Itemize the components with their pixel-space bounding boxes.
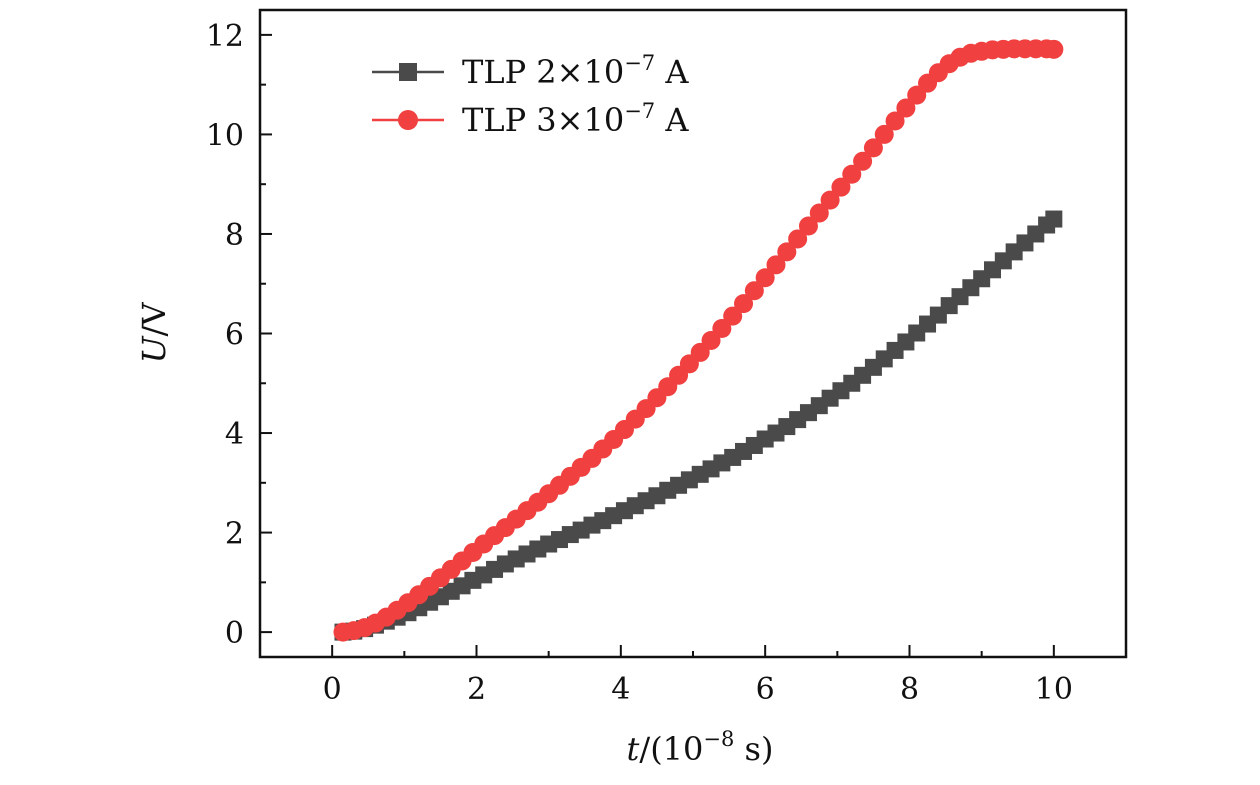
legend-label-series-2-unit: A: [655, 101, 689, 139]
data-point: [1044, 39, 1064, 59]
data-point: [734, 294, 754, 314]
data-point: [723, 306, 743, 326]
legend-label-series-1-exp: −7: [624, 51, 655, 75]
x-tick-label: 8: [900, 672, 919, 707]
y-axis-title: U/V: [135, 302, 173, 364]
legend-marker-square: [399, 63, 417, 81]
y-axis-title-rest: /V: [135, 302, 173, 337]
series-layer: [333, 39, 1064, 642]
legend-label-series-1-unit: A: [655, 53, 689, 91]
data-point: [777, 242, 797, 262]
data-point: [712, 319, 732, 339]
data-point: [755, 268, 775, 288]
series-line: [342, 47, 1054, 634]
series-1: [334, 210, 1063, 641]
x-tick-label: 2: [467, 672, 486, 707]
legend-label-series-2-main: TLP 3×10: [462, 101, 624, 139]
y-tick-label: 6: [225, 318, 244, 353]
data-point: [842, 164, 862, 184]
axis-ticks: [259, 33, 1127, 657]
axis-tick-labels: 0 2 4 6 8 10 0 2 4 6 8 10 12: [206, 19, 1073, 707]
y-tick-label: 4: [225, 417, 244, 452]
x-tick-label: 10: [1035, 672, 1073, 707]
data-point: [798, 216, 818, 236]
data-point: [788, 229, 808, 249]
legend-marker-circle: [398, 110, 418, 130]
legend-entry-series-2: TLP 3×10−7 A: [372, 99, 689, 139]
y-axis-title-var: U: [135, 335, 173, 363]
legend-label-series-1-main: TLP 2×10: [462, 53, 624, 91]
y-tick-label: 2: [225, 517, 244, 552]
data-point: [863, 138, 883, 158]
x-axis-title-exp: −8: [703, 727, 734, 751]
data-point: [766, 255, 786, 275]
plot-frame: [258, 8, 1128, 659]
data-point: [885, 111, 905, 131]
x-tick-label: 6: [756, 672, 775, 707]
x-axis-title-rest: /(10: [639, 730, 703, 768]
y-tick-label: 0: [225, 616, 244, 651]
data-point: [896, 98, 916, 118]
data-point: [809, 203, 829, 223]
y-tick-label: 12: [206, 19, 244, 54]
data-point: [820, 190, 840, 210]
x-axis-title: t/(10−8 s): [627, 727, 774, 768]
legend-label-series-2: TLP 3×10−7 A: [462, 99, 689, 139]
data-point: [1045, 210, 1063, 228]
x-tick-label: 0: [323, 672, 342, 707]
x-axis-title-var: t: [627, 730, 640, 768]
legend: TLP 2×10−7 A TLP 3×10−7 A: [372, 51, 689, 139]
data-point: [831, 177, 851, 197]
legend-label-series-1: TLP 2×10−7 A: [462, 51, 689, 91]
legend-label-series-2-exp: −7: [624, 99, 655, 123]
x-tick-label: 4: [611, 672, 630, 707]
y-tick-label: 10: [206, 118, 244, 153]
y-tick-label: 8: [225, 218, 244, 253]
data-point: [853, 151, 873, 171]
legend-entry-series-1: TLP 2×10−7 A: [372, 51, 689, 91]
data-point: [744, 281, 764, 301]
data-point: [874, 124, 894, 144]
x-axis-title-unit: s): [734, 730, 773, 768]
series-2: [333, 39, 1064, 642]
